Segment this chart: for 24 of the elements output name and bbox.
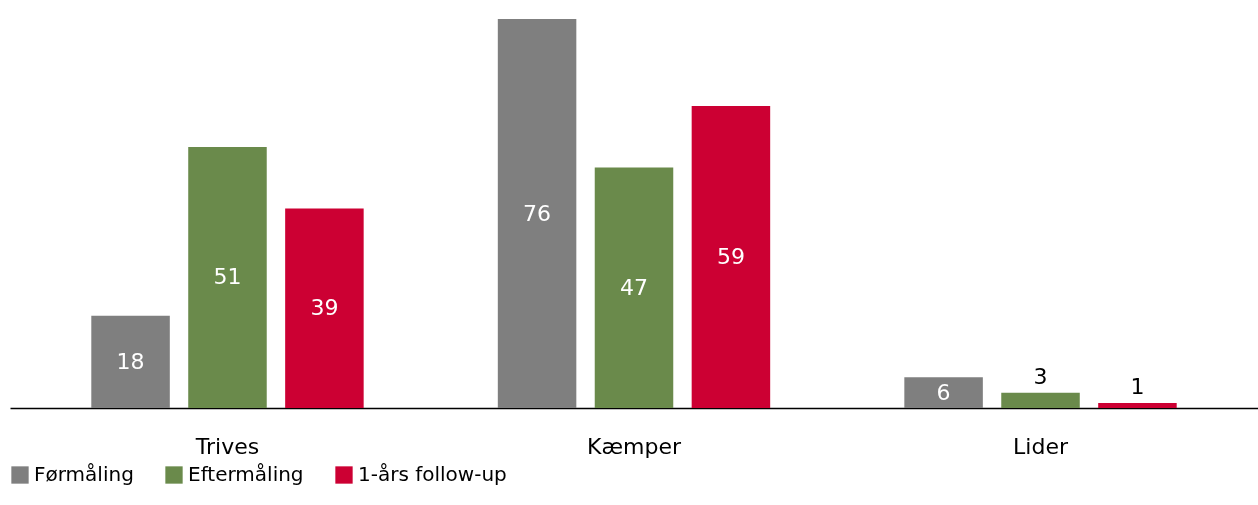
bar xyxy=(1098,402,1177,408)
bar xyxy=(188,146,267,408)
legend-label: Eftermåling xyxy=(188,462,304,486)
bar xyxy=(904,377,983,408)
bar xyxy=(594,167,674,408)
data-label: 47 xyxy=(620,274,648,300)
data-label: 39 xyxy=(310,295,339,321)
data-label: 59 xyxy=(716,244,745,270)
x-tick-label: Trives xyxy=(194,433,260,459)
data-label: 6 xyxy=(936,379,951,405)
bar xyxy=(285,208,364,408)
bar xyxy=(497,19,577,408)
data-label: 76 xyxy=(523,200,552,226)
x-tick-label: Kæmper xyxy=(586,433,682,459)
bar xyxy=(691,106,771,408)
data-label: 51 xyxy=(213,264,242,290)
bar xyxy=(1001,392,1080,408)
legend-label: 1-års follow-up xyxy=(358,462,507,486)
x-tick-label: Lider xyxy=(1013,433,1069,459)
bar xyxy=(91,315,170,408)
data-label: 1 xyxy=(1130,373,1145,399)
data-label: 18 xyxy=(116,348,145,374)
data-label: 3 xyxy=(1033,363,1048,389)
legend-label: Førmåling xyxy=(34,462,134,486)
